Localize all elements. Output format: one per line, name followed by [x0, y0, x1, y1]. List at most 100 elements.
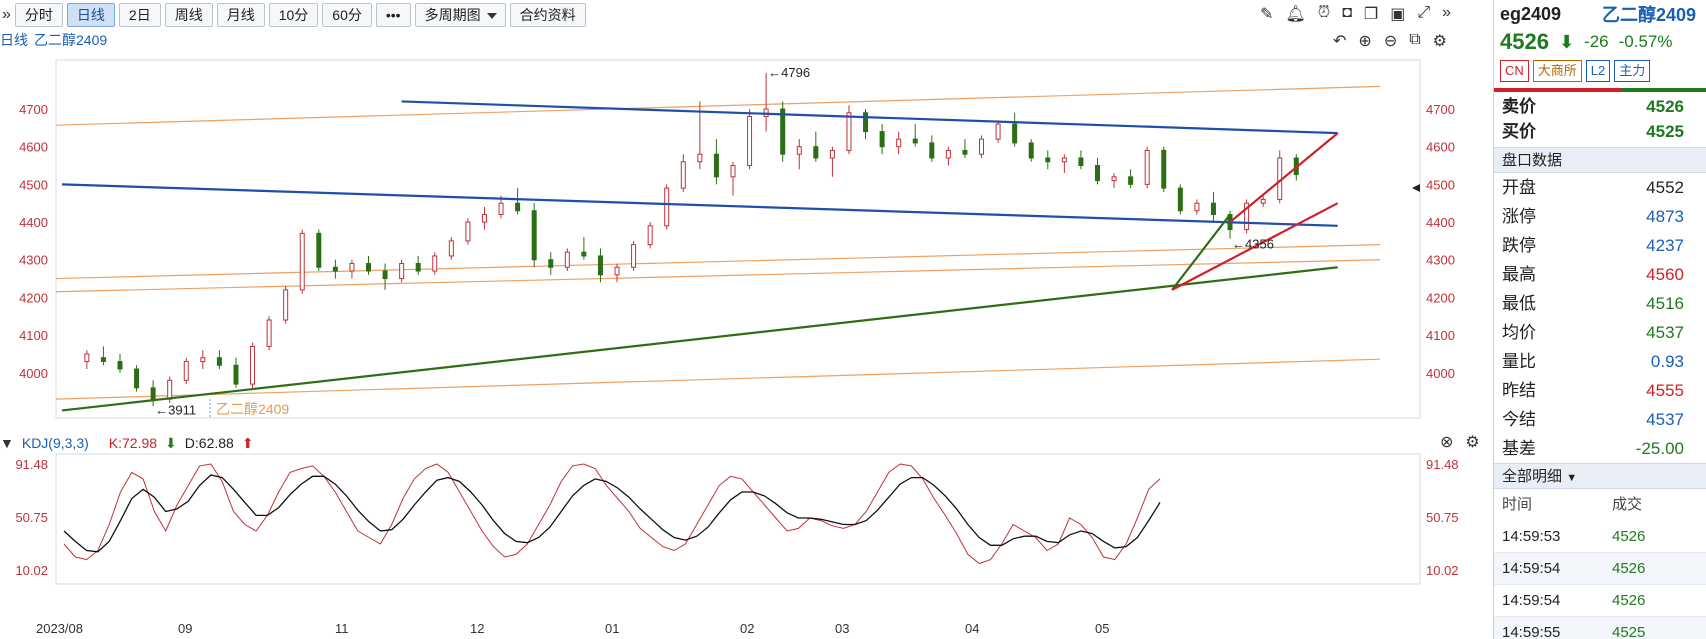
candle-body — [879, 131, 885, 148]
x-axis-tick: 05 — [1095, 621, 1109, 636]
right-price-tick: 4400 — [1426, 215, 1455, 230]
tick-row: 14:59:54 4526 — [1494, 553, 1706, 585]
kdj-left-tick: 50.75 — [15, 510, 48, 525]
sell-buy-divider — [1494, 88, 1706, 92]
stat-value: -25.00 — [1635, 439, 1684, 458]
price-change: -26 — [1584, 32, 1609, 51]
kdj-right-tick: 91.48 — [1426, 457, 1459, 472]
candle-body — [1012, 123, 1018, 144]
x-axis-tick: 09 — [178, 621, 192, 636]
alarm-icon[interactable]: ⏰︎ — [1317, 4, 1331, 21]
period-tab-5[interactable]: 10分 — [268, 3, 319, 27]
candle-body — [515, 202, 521, 212]
candle-body — [730, 165, 736, 178]
candle-body — [1045, 157, 1051, 163]
zoom-in-icon[interactable]: ⊕ — [1358, 33, 1372, 50]
candle-body — [531, 210, 537, 261]
low-annotation: ←4356 — [1232, 237, 1274, 252]
window-icon[interactable]: ❐ — [1363, 6, 1379, 23]
candle-body — [1161, 149, 1167, 189]
candle-body — [1111, 176, 1117, 182]
undo-icon[interactable]: ↶ — [1333, 33, 1347, 50]
stat-label: 最低 — [1502, 294, 1536, 313]
candle-body — [1078, 157, 1084, 167]
badge-3[interactable]: 主力 — [1614, 60, 1651, 82]
main-plot-frame — [55, 59, 1421, 419]
left-price-tick: 4300 — [19, 253, 48, 268]
badge-1[interactable]: 大商所 — [1532, 60, 1582, 82]
detail-title[interactable]: 全部明细 ▼ — [1494, 463, 1706, 489]
left-price-tick: 4000 — [19, 366, 48, 381]
stat-row: 最高 4560 — [1494, 260, 1706, 289]
x-axis-tick: 04 — [965, 621, 979, 636]
candle-body — [796, 146, 802, 155]
kdj-legend: ▼ KDJ(9,3,3) K:72.98 ⬇ D:62.88 ⬆ — [0, 432, 254, 454]
stat-row: 均价 4537 — [1494, 318, 1706, 347]
candle-body — [1094, 165, 1100, 182]
badge-0[interactable]: CN — [1500, 60, 1529, 82]
candle-body — [945, 149, 951, 159]
candle-body — [233, 364, 239, 385]
camera-icon[interactable]: ◘ — [1342, 4, 1352, 21]
panel-title[interactable]: 盘口数据 — [1494, 147, 1706, 173]
stat-value: 4516 — [1646, 294, 1684, 313]
zoom-out-icon[interactable]: ⊖ — [1383, 33, 1398, 50]
tick-time: 14:59:54 — [1502, 560, 1561, 577]
candle-body — [1128, 176, 1134, 185]
period-tab-1[interactable]: 日线 — [66, 3, 115, 27]
stat-row: 昨结 4555 — [1494, 376, 1706, 405]
candle-body — [664, 187, 670, 227]
settings-icon[interactable]: ⚙ — [1465, 434, 1480, 451]
contract-badges: CN 大商所 L2 主力 — [1494, 56, 1706, 88]
more-button[interactable]: ••• — [375, 3, 411, 27]
candle-body — [1244, 202, 1250, 231]
price-change-pct: -0.57% — [1618, 32, 1673, 51]
pencil-icon[interactable]: ✎ — [1260, 6, 1274, 23]
tick-time: 14:59:54 — [1502, 592, 1561, 609]
double-chevron-right-icon[interactable]: » — [2, 6, 11, 23]
stat-label: 涨停 — [1502, 207, 1536, 226]
stat-label: 均价 — [1502, 323, 1536, 342]
candle-body — [1260, 198, 1266, 204]
screen-icon[interactable]: ▣ — [1390, 6, 1406, 23]
candle-body — [216, 357, 222, 366]
candle-body — [84, 353, 90, 362]
badge-2[interactable]: L2 — [1585, 60, 1611, 82]
candle-body — [647, 225, 653, 246]
candle-body — [481, 214, 487, 223]
candle-body — [366, 262, 372, 272]
candle-body — [581, 251, 587, 257]
left-price-tick: 4700 — [19, 102, 48, 117]
candle-body — [167, 379, 173, 400]
orange-channel-line — [55, 259, 1381, 293]
stat-row: 跌停 4237 — [1494, 231, 1706, 260]
candle-body — [846, 112, 852, 151]
multi-period-dropdown[interactable]: 多周期图 — [414, 3, 506, 27]
toolbar-icons: ✎ 🔔︎ ⏰︎ ◘ ❐ ▣ ⤢ » — [1260, 4, 1490, 24]
period-tab-6[interactable]: 60分 — [322, 3, 372, 27]
settings-icon[interactable]: ⚙ — [1432, 33, 1447, 50]
copy-icon[interactable]: ⧉ — [1409, 31, 1421, 48]
right-price-tick: 4300 — [1426, 253, 1455, 268]
close-icon[interactable]: ⊗ — [1440, 434, 1454, 451]
orange-channel-line — [55, 85, 1381, 126]
candle-body — [316, 232, 322, 268]
collapse-icon[interactable]: » — [1442, 4, 1452, 21]
x-axis-tick: 02 — [740, 621, 754, 636]
period-tab-4[interactable]: 月线 — [216, 3, 265, 27]
price-chart[interactable]: 4000 4000 4100 4100 4200 4200 4300 4300 4400 4400… — [0, 52, 1490, 639]
stat-value: 4552 — [1646, 178, 1684, 197]
candle-body — [995, 123, 1001, 140]
candle-body — [896, 138, 902, 148]
candle-body — [399, 262, 405, 280]
candle-body — [548, 259, 554, 268]
contract-info-button[interactable]: 合约资料 — [509, 3, 586, 27]
bell-icon[interactable]: 🔔︎ — [1285, 6, 1306, 23]
collapse-triangle-icon[interactable]: ▼ — [0, 435, 14, 451]
period-tab-0[interactable]: 分时 — [14, 3, 63, 27]
expand-icon[interactable]: ⤢ — [1417, 4, 1431, 21]
period-tab-3[interactable]: 周线 — [164, 3, 213, 27]
stat-value: 4873 — [1646, 207, 1684, 226]
period-tab-2[interactable]: 2日 — [118, 3, 161, 27]
sell-label: 卖价 — [1502, 97, 1536, 116]
